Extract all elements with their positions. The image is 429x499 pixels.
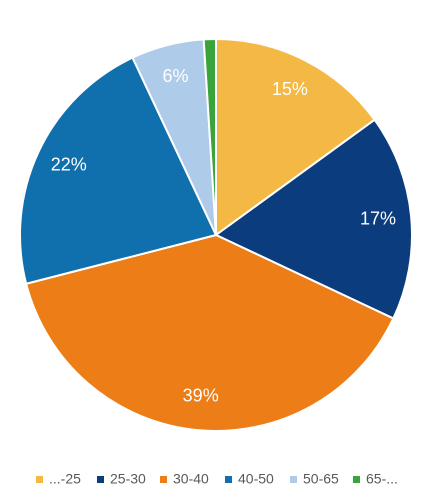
pie-slice [215, 37, 376, 237]
pie-slice [214, 118, 413, 320]
legend-label: ...-25 [49, 471, 81, 487]
legend-marker [36, 476, 43, 483]
pie-slice [24, 233, 395, 432]
legend-label: 40-50 [238, 471, 274, 487]
slice-label: 17% [360, 208, 396, 228]
legend-marker [290, 476, 297, 483]
pie-slice [202, 37, 217, 236]
legend-label: 65-... [366, 471, 398, 487]
legend-label: 50-65 [303, 471, 339, 487]
legend-marker [160, 476, 167, 483]
slice-label: 22% [51, 154, 87, 174]
legend-label: 25-30 [110, 471, 146, 487]
legend-marker [225, 476, 232, 483]
slice-label: 15% [272, 79, 308, 99]
slice-label: 6% [163, 66, 189, 86]
legend-marker [97, 476, 104, 483]
legend-marker [353, 476, 360, 483]
legend-label: 30-40 [173, 471, 209, 487]
slice-label: 39% [183, 386, 219, 406]
pie-slice [19, 56, 218, 285]
